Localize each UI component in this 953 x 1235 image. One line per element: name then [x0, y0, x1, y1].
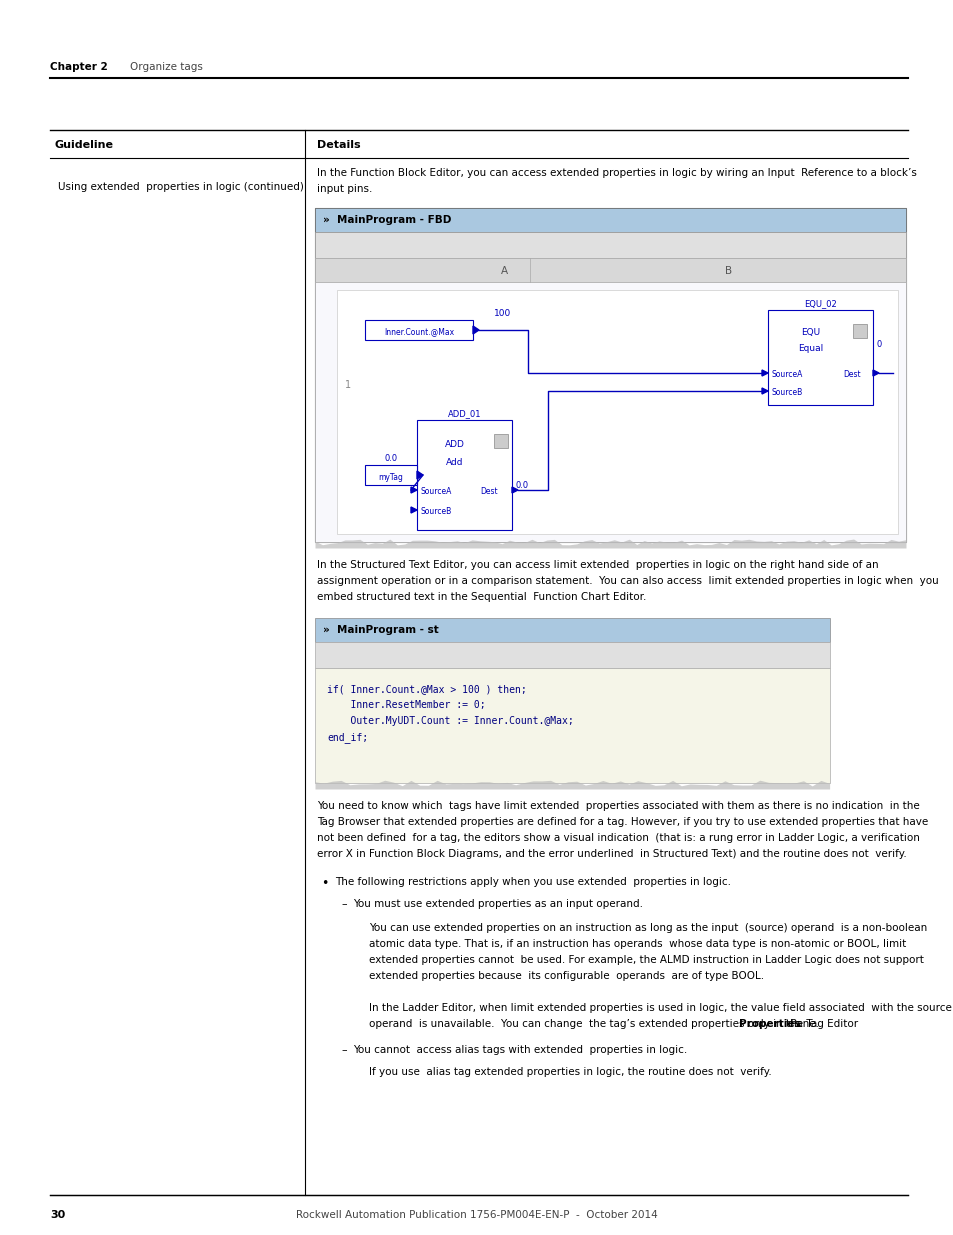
- Text: 30: 30: [50, 1210, 65, 1220]
- Text: You cannot  access alias tags with extended  properties in logic.: You cannot access alias tags with extend…: [353, 1045, 686, 1055]
- Text: 100: 100: [494, 309, 511, 317]
- Text: Details: Details: [316, 140, 360, 149]
- Text: –: –: [340, 1045, 346, 1055]
- Text: error X in Function Block Diagrams, and the error underlined  in Structured Text: error X in Function Block Diagrams, and …: [316, 848, 905, 860]
- Bar: [314, 282, 905, 542]
- Text: Dest: Dest: [842, 370, 860, 379]
- Bar: [314, 258, 905, 282]
- Polygon shape: [473, 326, 478, 333]
- Text: »  MainProgram - FBD: » MainProgram - FBD: [323, 215, 451, 225]
- Text: EQU_02: EQU_02: [803, 299, 836, 308]
- Text: extended properties cannot  be used. For example, the ALMD instruction in Ladder: extended properties cannot be used. For …: [369, 955, 923, 965]
- Bar: [852, 324, 866, 338]
- Polygon shape: [512, 487, 517, 493]
- Text: B: B: [724, 266, 732, 275]
- Bar: [314, 668, 829, 783]
- Text: Inner.Count.@Max: Inner.Count.@Max: [383, 327, 454, 336]
- Text: Outer.MyUDT.Count := Inner.Count.@Max;: Outer.MyUDT.Count := Inner.Count.@Max;: [327, 716, 573, 726]
- Polygon shape: [761, 370, 767, 375]
- Text: You need to know which  tags have limit extended  properties associated with the: You need to know which tags have limit e…: [316, 802, 919, 811]
- Text: The following restrictions apply when you use extended  properties in logic.: The following restrictions apply when yo…: [335, 877, 730, 887]
- Text: SourceA: SourceA: [420, 487, 452, 496]
- Polygon shape: [761, 388, 767, 394]
- Bar: [314, 232, 905, 258]
- Text: Using extended  properties in logic (continued): Using extended properties in logic (cont…: [58, 182, 304, 191]
- Bar: [494, 433, 507, 448]
- Bar: [336, 290, 897, 534]
- Bar: [365, 466, 416, 485]
- Bar: [314, 642, 829, 668]
- Text: Tag Browser that extended properties are defined for a tag. However, if you try : Tag Browser that extended properties are…: [316, 818, 927, 827]
- Polygon shape: [411, 487, 416, 493]
- Polygon shape: [411, 508, 416, 513]
- Bar: [767, 310, 872, 405]
- Text: In the Ladder Editor, when limit extended properties is used in logic, the value: In the Ladder Editor, when limit extende…: [369, 1003, 951, 1013]
- Text: Inner.ResetMember := 0;: Inner.ResetMember := 0;: [327, 700, 485, 710]
- Text: myTag: myTag: [378, 473, 403, 482]
- Text: 0: 0: [876, 340, 882, 350]
- Text: Chapter 2: Chapter 2: [50, 62, 108, 72]
- Text: If you use  alias tag extended properties in logic, the routine does not  verify: If you use alias tag extended properties…: [369, 1067, 771, 1077]
- Text: assignment operation or in a comparison statement.  You can also access  limit e: assignment operation or in a comparison …: [316, 576, 938, 585]
- Text: Dest: Dest: [479, 487, 497, 496]
- Text: –: –: [340, 899, 346, 909]
- Text: •: •: [320, 877, 328, 890]
- Text: end_if;: end_if;: [327, 732, 368, 743]
- Text: Add: Add: [445, 458, 463, 467]
- Text: extended properties because  its configurable  operands  are of type BOOL.: extended properties because its configur…: [369, 971, 763, 981]
- Bar: [314, 207, 905, 232]
- Bar: [416, 420, 512, 530]
- Polygon shape: [872, 370, 878, 375]
- Bar: [314, 618, 829, 642]
- Text: Properties: Properties: [739, 1019, 800, 1029]
- Text: Pane.: Pane.: [783, 1019, 818, 1029]
- Text: Equal: Equal: [797, 345, 822, 353]
- Bar: [314, 207, 905, 542]
- Text: »  MainProgram - st: » MainProgram - st: [323, 625, 438, 635]
- Text: Organize tags: Organize tags: [130, 62, 203, 72]
- Text: embed structured text in the Sequential  Function Chart Editor.: embed structured text in the Sequential …: [316, 592, 646, 601]
- Text: Rockwell Automation Publication 1756-PM004E-EN-P  -  October 2014: Rockwell Automation Publication 1756-PM0…: [295, 1210, 658, 1220]
- Text: 0.0: 0.0: [384, 454, 397, 463]
- Polygon shape: [416, 471, 422, 479]
- Text: You must use extended properties as an input operand.: You must use extended properties as an i…: [353, 899, 642, 909]
- Text: 0.0: 0.0: [516, 480, 529, 490]
- Text: In the Structured Text Editor, you can access limit extended  properties in logi: In the Structured Text Editor, you can a…: [316, 559, 878, 571]
- Text: You can use extended properties on an instruction as long as the input  (source): You can use extended properties on an in…: [369, 923, 926, 932]
- Text: In the Function Block Editor, you can access extended properties in logic by wir: In the Function Block Editor, you can ac…: [316, 168, 916, 178]
- Text: input pins.: input pins.: [316, 184, 372, 194]
- Text: SourceA: SourceA: [771, 370, 802, 379]
- Text: ADD_01: ADD_01: [447, 409, 480, 417]
- Text: atomic data type. That is, if an instruction has operands  whose data type is no: atomic data type. That is, if an instruc…: [369, 939, 905, 948]
- Text: 1: 1: [345, 380, 351, 390]
- Bar: [365, 320, 473, 340]
- Text: A: A: [500, 266, 507, 275]
- Text: ADD: ADD: [444, 440, 464, 450]
- Text: operand  is unavailable.  You can change  the tag’s extended properties only in : operand is unavailable. You can change t…: [369, 1019, 861, 1029]
- Text: Guideline: Guideline: [55, 140, 113, 149]
- Text: EQU: EQU: [801, 329, 820, 337]
- Text: SourceB: SourceB: [771, 388, 802, 396]
- Text: if( Inner.Count.@Max > 100 ) then;: if( Inner.Count.@Max > 100 ) then;: [327, 684, 526, 694]
- Text: not been defined  for a tag, the editors show a visual indication  (that is: a r: not been defined for a tag, the editors …: [316, 832, 919, 844]
- Text: SourceB: SourceB: [420, 508, 452, 516]
